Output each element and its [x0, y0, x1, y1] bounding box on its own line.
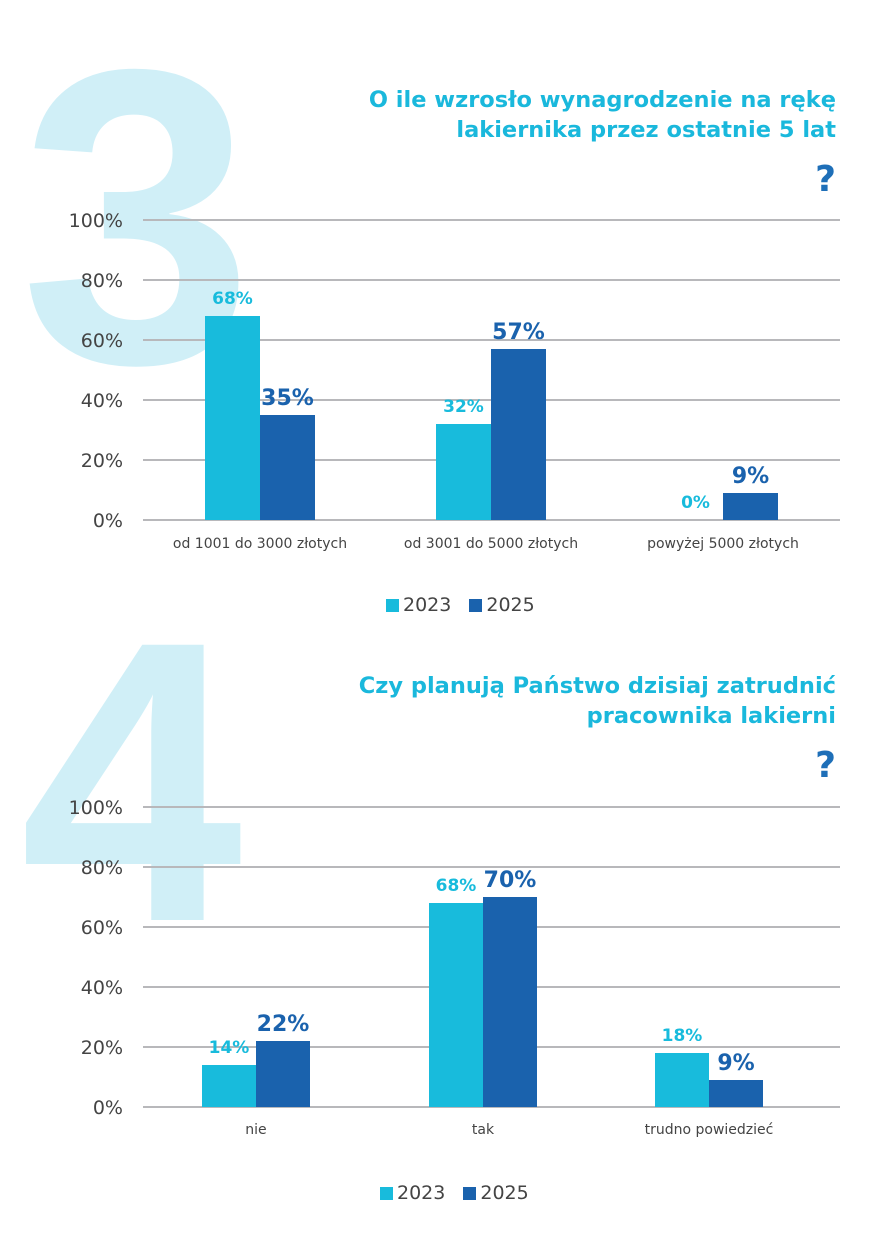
data-label-2025: 57% — [492, 320, 545, 345]
y-tick-label: 60% — [81, 330, 123, 352]
question-mark-icon: ? — [815, 745, 836, 786]
bar-2023 — [436, 424, 491, 520]
legend-swatch-2025 — [463, 1186, 477, 1200]
y-tick-label: 100% — [69, 797, 123, 819]
y-tick-label: 60% — [81, 917, 123, 939]
legend-label: 2023 — [403, 594, 452, 616]
y-tick-label: 40% — [81, 390, 123, 412]
legend-label: 2023 — [397, 1182, 446, 1204]
bar-2023 — [202, 1065, 256, 1107]
y-tick-label: 20% — [81, 450, 123, 472]
data-label-2023: 68% — [212, 289, 253, 309]
legend-swatch-2023 — [380, 1186, 393, 1200]
legend-item-2023: 2023 — [380, 1182, 445, 1204]
bar-2025 — [256, 1041, 310, 1107]
question-title-4: Czy planują Państwo dzisiaj zatrudnić pr… — [359, 671, 836, 731]
question-line: lakiernika przez ostatnie 5 lat — [456, 117, 836, 143]
section-number-4: 4 — [20, 558, 243, 1005]
x-category-label: od 1001 do 3000 złotych — [173, 536, 347, 552]
bar-2023 — [429, 903, 483, 1107]
legend-chart-3: 2023 2025 — [386, 594, 535, 616]
y-tick-label: 0% — [93, 1097, 123, 1119]
bar-2025 — [483, 897, 537, 1107]
data-label-2023: 0% — [681, 493, 710, 513]
salary-growth-chart: 0% 20% 40% 60% 80% 100% 68% 35% od 1001 do 3000 … — [69, 210, 840, 552]
data-label-2025: 9% — [717, 1051, 754, 1076]
data-label-2023: 18% — [662, 1026, 703, 1046]
legend-chart-4: 2023 2025 — [380, 1182, 529, 1204]
y-tick-label: 100% — [69, 210, 123, 232]
data-label-2023: 32% — [443, 397, 484, 417]
hiring-plans-chart: 0% 20% 40% 60% 80% 100% 14% 22% nie 68% 70% tak 18% 9… — [69, 797, 840, 1138]
legend-swatch-2025 — [469, 598, 483, 612]
y-tick-label: 20% — [81, 1037, 123, 1059]
data-label-2025: 22% — [257, 1012, 310, 1037]
bar-2025 — [260, 415, 315, 520]
question-line: Czy planują Państwo dzisiaj zatrudnić — [358, 673, 836, 699]
y-tick-label: 80% — [81, 270, 123, 292]
question-line: pracownika lakierni — [586, 703, 836, 729]
x-category-label: powyżej 5000 złotych — [647, 536, 799, 552]
y-tick-label: 40% — [81, 977, 123, 999]
legend-item-2023: 2023 — [386, 594, 451, 616]
x-category-label: tak — [472, 1122, 495, 1138]
bar-2023 — [655, 1053, 709, 1107]
data-label-2025: 9% — [732, 464, 769, 489]
y-tick-label: 0% — [93, 510, 123, 532]
legend-swatch-2023 — [386, 598, 399, 612]
legend-label: 2025 — [480, 1182, 529, 1204]
y-tick-label: 80% — [81, 857, 123, 879]
question-line: O ile wzrosło wynagrodzenie na rękę — [368, 87, 836, 113]
data-label-2023: 14% — [209, 1038, 250, 1058]
question-mark-icon: ? — [815, 159, 836, 200]
legend-label: 2025 — [486, 594, 535, 616]
data-label-2025: 35% — [261, 386, 314, 411]
x-category-label: trudno powiedzieć — [645, 1122, 774, 1138]
bar-2025 — [491, 349, 546, 520]
bar-2023 — [205, 316, 260, 520]
data-label-2023: 68% — [436, 876, 477, 896]
data-label-2025: 70% — [484, 868, 537, 893]
x-category-label: od 3001 do 5000 złotych — [404, 536, 578, 552]
x-category-label: nie — [245, 1122, 266, 1138]
legend-item-2025: 2025 — [463, 1182, 529, 1204]
question-title-3: O ile wzrosło wynagrodzenie na rękę laki… — [369, 85, 836, 145]
bar-2025 — [723, 493, 778, 520]
bar-2025 — [709, 1080, 763, 1107]
legend-item-2025: 2025 — [469, 594, 535, 616]
